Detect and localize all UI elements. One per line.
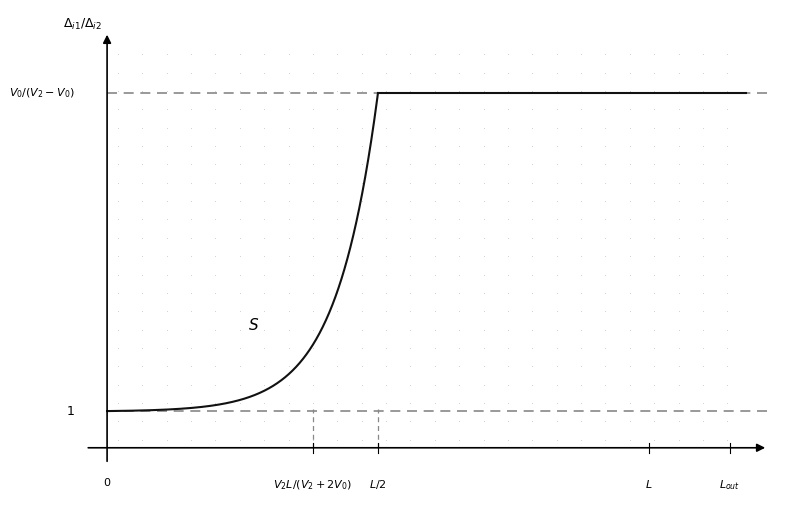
- Text: $V_0/(V_2-V_0)$: $V_0/(V_2-V_0)$: [9, 86, 74, 100]
- Text: S: S: [249, 318, 258, 333]
- Text: $\Delta_{i1}/\Delta_{i2}$: $\Delta_{i1}/\Delta_{i2}$: [62, 17, 102, 32]
- Text: $V_2L/(V_2+2V_0)$: $V_2L/(V_2+2V_0)$: [274, 478, 353, 492]
- Text: $L_{out}$: $L_{out}$: [719, 478, 741, 492]
- Text: 1: 1: [66, 404, 74, 418]
- Text: $L$: $L$: [645, 478, 653, 491]
- Text: $L/2$: $L/2$: [369, 478, 386, 492]
- Text: 0: 0: [103, 478, 110, 488]
